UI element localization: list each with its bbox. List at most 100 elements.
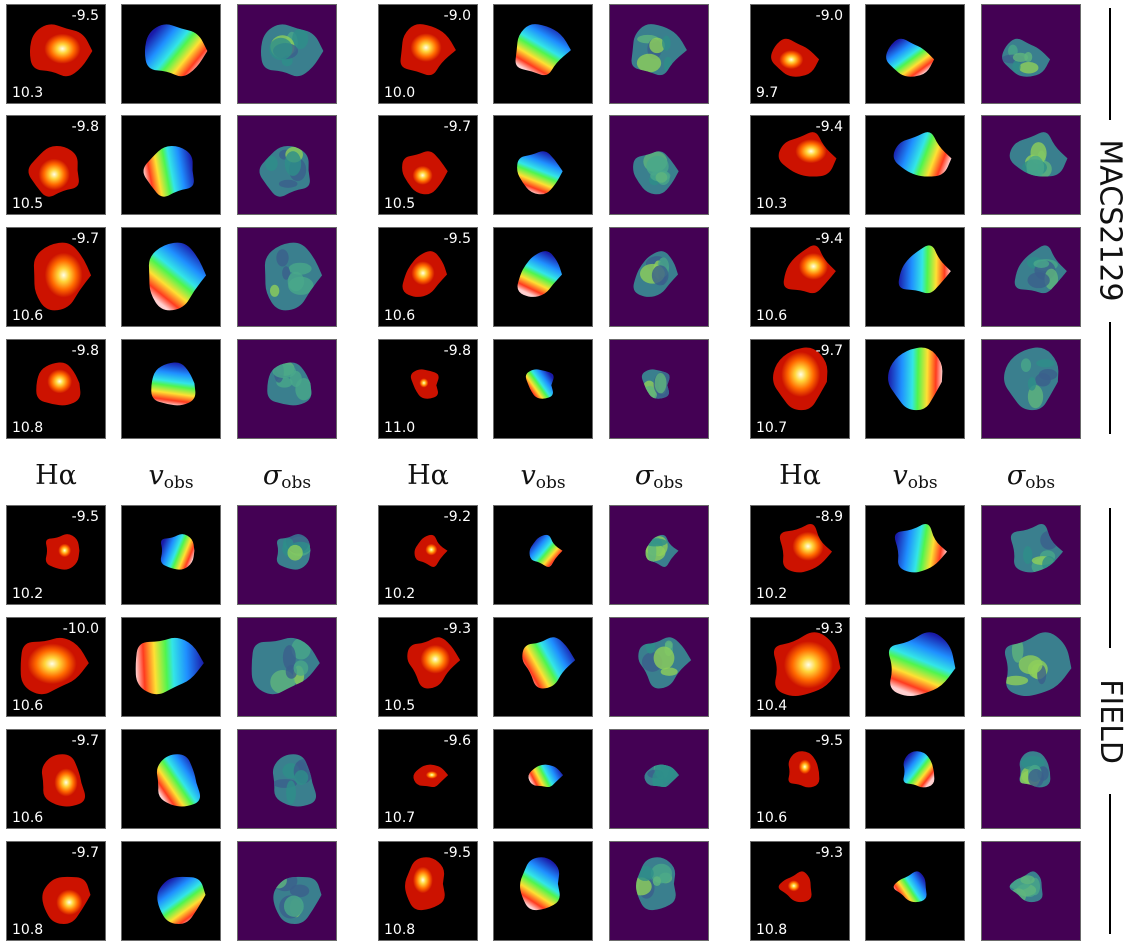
dispersion-map-tile [237, 4, 337, 104]
vobs-map-image [144, 24, 208, 77]
halpha-emission-blob [773, 632, 841, 697]
dispersion-patch [1038, 369, 1058, 381]
bottom-left-value: 10.6 [12, 308, 44, 324]
ha-map-image [405, 857, 445, 911]
column-header-symbol: v [148, 460, 164, 491]
ha-map-image [36, 362, 81, 406]
velocity-map-tile [493, 227, 593, 327]
velocity-map-tile [121, 617, 221, 717]
bottom-left-value: 10.6 [756, 810, 788, 826]
sig-map-image [631, 24, 687, 76]
vobs-map-image [528, 764, 564, 788]
sig-map-image [267, 362, 312, 406]
top-right-value: -9.7 [815, 343, 843, 359]
velocity-field-blob [893, 132, 952, 177]
halpha-emission-blob [28, 145, 79, 197]
top-right-value: -9.2 [443, 509, 471, 525]
halpha-map-tile: -9.7 10.7 [750, 339, 850, 439]
vobs-map-image [522, 637, 576, 689]
dispersion-patch [1020, 875, 1035, 885]
vobs-map-image [143, 145, 194, 197]
velocity-field-blob [888, 347, 943, 411]
halpha-emission-blob [29, 24, 93, 77]
velocity-map-tile [121, 729, 221, 829]
field-text: FIELD [1092, 678, 1128, 764]
velocity-field-blob [135, 637, 204, 695]
velocity-field-blob [160, 534, 195, 570]
sig-map-image [273, 876, 322, 924]
top-right-value: -9.3 [815, 621, 843, 637]
vobs-map-image [529, 534, 563, 567]
halpha-emission-blob [20, 637, 89, 695]
ha-map-image [778, 132, 837, 177]
halpha-emission-blob [402, 251, 448, 297]
column-header-subscript: obs [281, 473, 312, 493]
sig-map-image [1009, 132, 1068, 177]
dispersion-patch [1028, 769, 1044, 788]
dispersion-map-tile [609, 4, 709, 104]
ha-map-image [771, 38, 820, 77]
halpha-map-tile: -9.8 11.0 [378, 339, 478, 439]
vobs-map-image [898, 245, 951, 294]
top-right-value: -9.4 [815, 119, 843, 135]
macs2129-word: MACS2129 [1088, 130, 1132, 310]
ha-map-image [410, 369, 439, 399]
dispersion-patch [645, 538, 668, 547]
top-right-value: -9.8 [71, 119, 99, 135]
velocity-field-blob [522, 637, 576, 689]
dispersion-patch [282, 266, 291, 280]
dispersion-map-tile [981, 505, 1081, 605]
bottom-left-value: 10.2 [12, 586, 44, 602]
halpha-map-tile: -8.9 10.2 [750, 505, 850, 605]
ha-map-image [773, 347, 828, 411]
velocity-field-blob [886, 38, 935, 77]
dispersion-patch [1033, 259, 1050, 268]
bottom-left-value: 10.8 [384, 922, 416, 938]
velocity-field-blob [528, 764, 564, 788]
ha-map-image [20, 637, 89, 695]
dispersion-map-tile [609, 841, 709, 941]
sig-map-image [1002, 38, 1051, 77]
dispersion-map-tile [981, 227, 1081, 327]
bottom-left-value: 11.0 [384, 420, 416, 436]
halpha-map-tile: -9.5 10.8 [378, 841, 478, 941]
dispersion-patch [636, 53, 662, 73]
velocity-map-tile [865, 729, 965, 829]
halpha-emission-blob [400, 24, 456, 76]
vobs-map-image [893, 132, 952, 177]
velocity-field-blob [898, 245, 951, 294]
dispersion-patch [1026, 155, 1045, 177]
column-header-subscript: obs [535, 473, 566, 493]
dispersion-patch [636, 865, 654, 881]
velocity-field-blob [903, 751, 935, 788]
halpha-map-tile: -9.5 10.6 [378, 227, 478, 327]
sig-map-image [1004, 347, 1059, 411]
dispersion-map-tile [981, 729, 1081, 829]
dispersion-patch [1027, 384, 1044, 409]
dispersion-patch [286, 780, 296, 805]
bottom-left-value: 10.4 [756, 698, 788, 714]
vobs-map-image [160, 534, 195, 570]
column-header-vobs: vobs [121, 456, 221, 503]
halpha-map-tile: -9.4 10.3 [750, 115, 850, 215]
halpha-map-tile: -9.2 10.2 [378, 505, 478, 605]
dispersion-patch [1018, 655, 1043, 675]
dispersion-patch [1040, 530, 1059, 550]
column-header-subscript: obs [163, 473, 194, 493]
dispersion-map-tile [237, 227, 337, 327]
halpha-emission-blob [413, 764, 449, 788]
halpha-map-tile: -9.3 10.8 [750, 841, 850, 941]
top-right-value: -9.7 [71, 231, 99, 247]
dispersion-patch [284, 151, 302, 176]
top-right-value: -9.5 [443, 845, 471, 861]
dispersion-patch [276, 249, 289, 267]
top-right-value: -9.3 [815, 845, 843, 861]
column-header-symbol: Hα [35, 460, 77, 491]
sig-map-image [259, 145, 310, 197]
velocity-field-blob [144, 24, 208, 77]
bottom-left-value: 10.3 [756, 196, 788, 212]
ha-map-image [29, 24, 93, 77]
dispersion-map-tile [609, 505, 709, 605]
dispersion-map-tile [609, 227, 709, 327]
halpha-emission-blob [33, 242, 92, 311]
